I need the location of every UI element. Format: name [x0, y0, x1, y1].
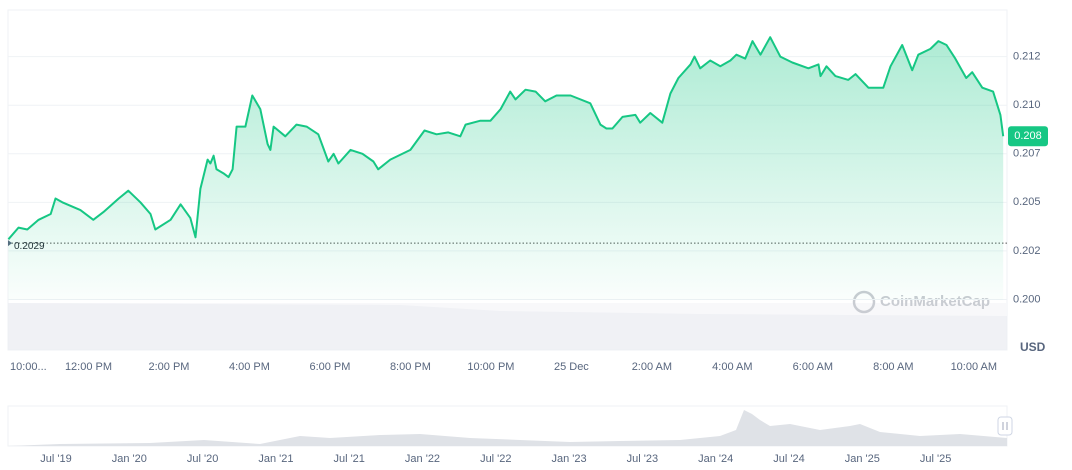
navigator-label: Jan '21	[258, 453, 293, 465]
x-tick-label: 10:00...	[10, 361, 47, 373]
navigator-label: Jan '25	[845, 453, 880, 465]
current-price-label: 0.208	[1014, 130, 1042, 142]
navigator-label: Jul '25	[920, 453, 951, 465]
x-tick-label: 8:00 PM	[390, 361, 431, 373]
x-tick-label: 25 Dec	[554, 361, 589, 373]
x-tick-label: 12:00 PM	[65, 361, 112, 373]
navigator-label: Jan '22	[405, 453, 440, 465]
area-fill	[8, 37, 1004, 300]
x-tick-label: 10:00 PM	[467, 361, 514, 373]
volume-band	[8, 303, 1007, 350]
navigator-label: Jul '22	[480, 453, 511, 465]
x-tick-label: 10:00 AM	[951, 361, 997, 373]
navigator-label: Jan '24	[698, 453, 733, 465]
navigator-label: Jul '19	[40, 453, 71, 465]
y-tick-label: 0.202	[1013, 245, 1041, 257]
x-tick-label: 6:00 AM	[793, 361, 833, 373]
navigator-label: Jan '20	[112, 453, 147, 465]
current-price-box	[1008, 126, 1048, 147]
x-tick-label: 2:00 AM	[632, 361, 672, 373]
currency-label: USD	[1020, 340, 1046, 354]
navigator-label: Jul '24	[773, 453, 804, 465]
navigator-label: Jul '21	[333, 453, 364, 465]
navigator	[7, 405, 1013, 447]
y-tick-label: 0.210	[1013, 99, 1041, 111]
x-tick-label: 4:00 AM	[712, 361, 752, 373]
y-tick-label: 0.205	[1013, 196, 1041, 208]
navigator-label: Jul '23	[627, 453, 658, 465]
x-tick-label: 4:00 PM	[229, 361, 270, 373]
y-tick-label: 0.207	[1013, 148, 1041, 160]
navigator-label: Jan '23	[552, 453, 587, 465]
y-tick-label: 0.200	[1013, 293, 1041, 305]
x-tick-label: 2:00 PM	[148, 361, 189, 373]
navigator-label: Jul '20	[187, 453, 218, 465]
x-tick-label: 8:00 AM	[873, 361, 913, 373]
y-tick-label: 0.212	[1013, 51, 1041, 63]
x-tick-label: 6:00 PM	[309, 361, 350, 373]
price-line	[7, 36, 1005, 240]
